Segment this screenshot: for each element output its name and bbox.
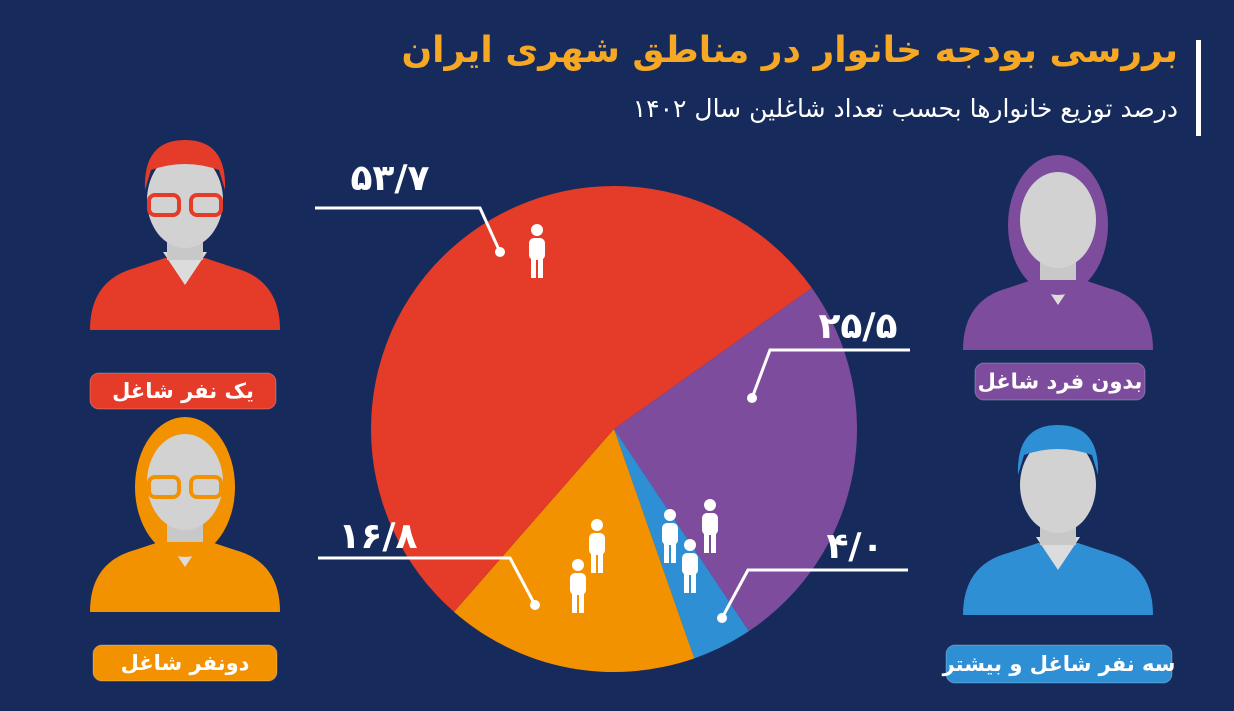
person-icon (704, 499, 716, 511)
avatar-hair (1017, 425, 1099, 475)
person-icon (531, 256, 536, 278)
person-icon (684, 571, 689, 593)
leader-dot (530, 600, 540, 610)
leader-line (315, 206, 502, 253)
legend-label: سه نفر شاغل و بیشتر (942, 652, 1176, 676)
pie-slice (614, 429, 749, 659)
person-icon (664, 509, 676, 521)
legend-label: بدون فرد شاغل (978, 370, 1143, 394)
person-icon (572, 559, 584, 571)
person-icon (598, 551, 603, 573)
person-icon (591, 551, 596, 573)
person-icon (682, 553, 698, 575)
legend-box (92, 644, 278, 682)
avatar-body (90, 540, 280, 612)
pie-slice (614, 287, 857, 632)
person-icon (691, 571, 696, 593)
person-icon (664, 541, 669, 563)
avatar-body (90, 258, 280, 330)
avatar-face (1020, 172, 1096, 268)
avatar-glasses (189, 193, 223, 217)
person-icon (529, 238, 545, 260)
chart-subtitle: درصد توزیع خانوارها بحسب تعداد شاغلین سا… (632, 94, 1178, 123)
leader-dot (495, 247, 505, 257)
legend-box (89, 372, 277, 410)
avatar-body (963, 278, 1153, 350)
pie-slice (371, 186, 812, 612)
avatar-face (1020, 437, 1096, 533)
person-icon (589, 533, 605, 555)
avatar-glasses (189, 475, 223, 499)
avatar-collar (163, 252, 207, 285)
leader-dot (747, 393, 757, 403)
person-icon (704, 531, 709, 553)
avatar-body (963, 543, 1153, 615)
person-icon (579, 591, 584, 613)
person-icon (662, 523, 678, 545)
legend-label: دونفر شاغل (121, 651, 250, 675)
leader-dot (717, 613, 727, 623)
value-label: ۱۶/۸ (338, 516, 417, 557)
person-icon (570, 573, 586, 595)
value-label: ۴/۰ (826, 526, 883, 567)
person-icon (671, 541, 676, 563)
chart-title: بررسی بودجه خانوار در مناطق شهری ایران (401, 30, 1178, 71)
avatar-glasses (147, 475, 181, 499)
pie-slice (454, 429, 695, 672)
legend-label: یک نفر شاغل (112, 379, 254, 403)
leader-line (720, 568, 908, 619)
value-label: ۲۵/۵ (818, 306, 897, 347)
person-icon (591, 519, 603, 531)
avatar-collar (1036, 537, 1080, 570)
leader-line (750, 348, 910, 399)
person-icon (702, 513, 718, 535)
leader-line (318, 556, 537, 606)
person-icon (538, 256, 543, 278)
person-icon (711, 531, 716, 553)
avatar-hair (144, 140, 226, 190)
person-icon (531, 224, 543, 236)
avatar-glasses (147, 193, 181, 217)
legend-box (974, 362, 1146, 401)
value-label: ۵۳/۷ (350, 158, 429, 199)
person-icon (684, 539, 696, 551)
title-bar (1196, 40, 1201, 136)
avatar-face (147, 434, 223, 530)
legend-box (945, 644, 1173, 684)
avatar-face (147, 152, 223, 248)
person-icon (572, 591, 577, 613)
